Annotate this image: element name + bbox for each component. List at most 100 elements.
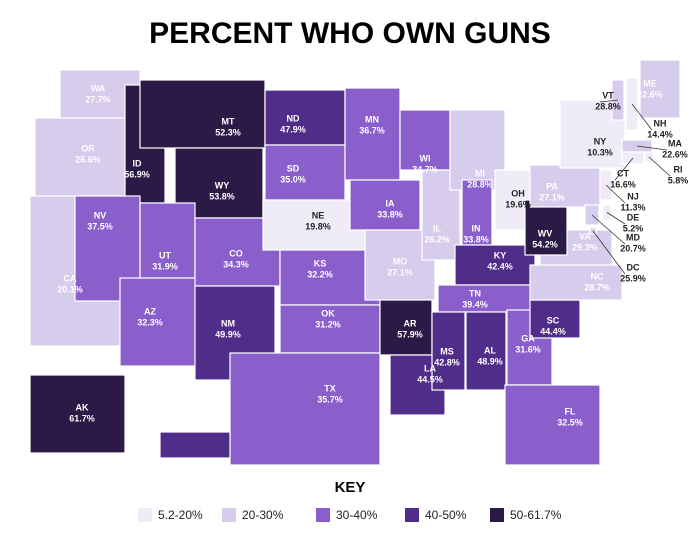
state-value: 36.7% (359, 125, 385, 135)
state-name: HI (196, 393, 205, 403)
leader-line (592, 230, 626, 275)
legend-swatch (138, 508, 152, 522)
state-name: DC (627, 262, 640, 272)
state-name: AR (404, 318, 417, 328)
state-value: 14.4% (647, 129, 673, 139)
leader-line (648, 156, 671, 177)
state-value: 34.7% (412, 164, 438, 174)
state-name: IN (472, 223, 481, 233)
state-value: 48.9% (477, 356, 503, 366)
state (159, 431, 231, 459)
state-value: 26.2% (424, 234, 450, 244)
state-value: 44.4% (540, 326, 566, 336)
state-value: 56.9% (124, 169, 150, 179)
state-value: 27.1% (539, 192, 565, 202)
state (529, 299, 581, 339)
state-name: MT (222, 116, 235, 126)
state-name: ND (287, 113, 300, 123)
state-value: 31.2% (315, 319, 341, 329)
state-name: VT (602, 90, 614, 100)
state-name: WI (420, 153, 431, 163)
state (229, 352, 381, 466)
legend-swatch (405, 508, 419, 522)
state-value: 22.6% (662, 149, 688, 159)
state-name: MN (365, 114, 379, 124)
state (639, 59, 681, 119)
state (529, 264, 623, 301)
state-name: PA (546, 181, 558, 191)
state (264, 144, 346, 201)
state-name: VA (579, 231, 591, 241)
state-value: 57.9% (397, 329, 423, 339)
state-name: TN (469, 288, 481, 298)
state-name: MO (393, 256, 408, 266)
state-name: TX (324, 383, 336, 393)
state-value: 19.6% (505, 199, 531, 209)
state-value: 45.1% (187, 404, 213, 414)
leader-line (599, 99, 619, 103)
state-name: KS (314, 258, 327, 268)
state-value: 20.7% (620, 243, 646, 253)
state-name: LA (424, 363, 436, 373)
state-value: 22.6% (637, 89, 663, 99)
map-title: PERCENT WHO OWN GUNS (149, 17, 551, 50)
state-name: NV (94, 210, 107, 220)
state (34, 117, 131, 197)
state-name: GA (521, 333, 535, 343)
state-name: WY (215, 180, 230, 190)
state-name: MA (668, 138, 682, 148)
legend-swatch (490, 508, 504, 522)
state-name: IA (386, 198, 396, 208)
state-value: 27.1% (387, 267, 413, 277)
state-name: RI (674, 164, 683, 174)
state-value: 29.3% (572, 242, 598, 252)
state-name: WV (538, 228, 553, 238)
state (504, 384, 601, 466)
state-value: 52.3% (215, 127, 241, 137)
legend-label: 50-61.7% (510, 508, 562, 522)
state-value: 33.8% (463, 234, 489, 244)
state-value: 61.7% (69, 413, 95, 423)
state-name: MD (626, 232, 640, 242)
state-value: 5.8% (668, 175, 689, 185)
state-value: 47.9% (280, 124, 306, 134)
state (139, 79, 266, 149)
state-name: CT (617, 168, 629, 178)
state-name: IL (433, 223, 442, 233)
state-value: 35.0% (280, 174, 306, 184)
state-value: 10.3% (587, 147, 613, 157)
state-value: 11.3% (620, 202, 645, 212)
state (279, 249, 381, 306)
state-name: OK (321, 308, 335, 318)
state-name: OH (511, 188, 525, 198)
state (465, 311, 507, 391)
state-name: AZ (144, 306, 156, 316)
state-name: MI (475, 168, 485, 178)
state-name: KY (494, 250, 507, 260)
state-value: 35.7% (317, 394, 343, 404)
legend-swatch (222, 508, 236, 522)
state-value: 28.8% (595, 101, 621, 111)
state-value: 42.4% (487, 261, 513, 271)
state (437, 284, 541, 313)
state-name: AL (484, 345, 496, 355)
state-name: ID (133, 158, 143, 168)
state (379, 299, 433, 356)
leader-line (636, 145, 668, 151)
state (461, 179, 493, 246)
state-value: 54.2% (532, 239, 558, 249)
state-name: OR (81, 143, 95, 153)
state-name: NH (654, 118, 667, 128)
state-name: NY (594, 136, 607, 146)
state-name: NJ (627, 191, 639, 201)
state-name: NE (312, 210, 325, 220)
state (119, 277, 201, 367)
legend-title: KEY (335, 479, 366, 496)
state-value: 37.5% (87, 221, 113, 231)
state-value: 44.5% (417, 374, 443, 384)
state-value: 26.6% (75, 154, 101, 164)
leader-line (631, 103, 653, 131)
legend-label: 5.2-20% (158, 508, 203, 522)
